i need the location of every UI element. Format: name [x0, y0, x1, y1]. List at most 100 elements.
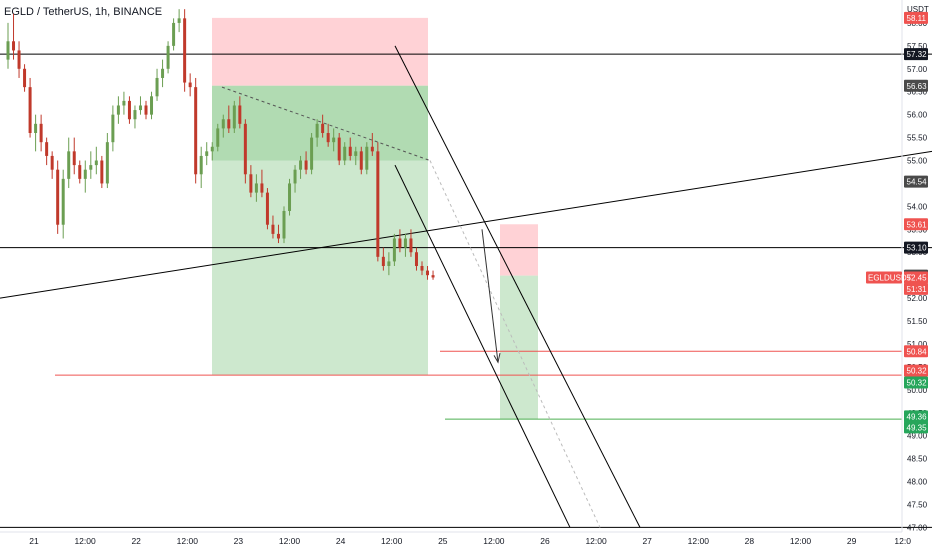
candle-body	[431, 275, 435, 278]
candle-body	[183, 18, 187, 83]
candle-body	[194, 87, 198, 175]
price-tick-label: 57.00	[907, 65, 928, 74]
candle-body	[387, 261, 391, 266]
price-tick-label: 47.50	[907, 500, 928, 509]
candle-body	[232, 105, 236, 129]
price-badge	[904, 410, 928, 423]
candle-body	[205, 151, 209, 156]
price-tick-label: 56.50	[907, 88, 928, 97]
price-badge	[904, 282, 928, 295]
candle-body	[28, 87, 32, 133]
candle-body	[282, 210, 286, 239]
candle-body	[254, 183, 258, 193]
trend-line[interactable]	[0, 150, 932, 299]
trend-line[interactable]	[394, 164, 571, 528]
filled-profit-zone	[212, 85, 428, 161]
price-badge-label: 50.32	[907, 367, 928, 376]
candle-body	[370, 146, 374, 152]
price-badge-label: 57.32	[907, 50, 928, 59]
price-badge	[904, 79, 928, 92]
candle-body	[61, 178, 65, 225]
candle-body	[17, 50, 21, 69]
arrow-head-icon	[493, 353, 501, 364]
trend-lines	[0, 45, 932, 528]
price-tick-label: 47.00	[907, 523, 928, 532]
candle-body	[315, 123, 319, 138]
candle-body	[50, 155, 54, 170]
dashed-projection	[429, 160, 601, 528]
candle-body	[56, 169, 60, 225]
candle-body	[133, 110, 137, 120]
price-tick-label: 51.50	[907, 317, 928, 326]
candle-body	[210, 146, 214, 152]
candle-body	[216, 128, 220, 147]
candle-body	[166, 45, 170, 69]
candle-body	[155, 77, 159, 97]
chart-title: EGLD / TetherUS, 1h, BINANCE	[4, 6, 163, 18]
price-badge	[904, 376, 928, 389]
time-tick-label: 12:00	[279, 536, 301, 546]
price-unit: USDT	[907, 5, 929, 14]
candle-body	[288, 183, 292, 211]
dashed-projection	[221, 86, 431, 161]
candle-body	[271, 224, 275, 234]
symbol-badge	[866, 271, 902, 284]
candle-body	[249, 174, 253, 193]
candle-body	[365, 146, 369, 170]
candle-body	[127, 100, 131, 120]
candle-body	[6, 41, 10, 60]
time-tick-label: 12:00	[790, 536, 812, 546]
time-tick-label: 29	[847, 536, 857, 546]
time-tick-label: 12:0	[894, 536, 911, 546]
candle-body	[199, 155, 203, 175]
time-axis: 21 12:00 22 12:00 23 12:00 24 12:00 25 12:00 26 12:…	[29, 536, 911, 546]
projection-arrow	[481, 229, 499, 363]
price-badges: 58.1157.3256.6354.5453.6153.1052.4952.45…	[866, 11, 928, 434]
candle-body	[299, 160, 303, 170]
stop-loss-zone	[212, 17, 428, 86]
price-badge	[904, 218, 928, 231]
time-tick-label: 12:00	[381, 536, 403, 546]
candle-body	[420, 266, 424, 271]
price-tick-label: 52.00	[907, 294, 928, 303]
candle-body	[337, 137, 341, 161]
candle-body	[34, 123, 38, 133]
time-tick-label: 12:00	[483, 536, 505, 546]
price-tick-label: 48.50	[907, 455, 928, 464]
candle-body	[398, 238, 402, 248]
candle-body	[144, 105, 148, 115]
time-tick-label: 24	[336, 536, 346, 546]
price-badge-label: 50.32	[907, 378, 928, 387]
candle-body	[122, 100, 126, 106]
price-badge	[904, 175, 928, 188]
candle-body	[100, 160, 104, 184]
candle-body	[111, 114, 115, 143]
candles	[6, 9, 435, 280]
time-tick-label: 22	[131, 536, 141, 546]
candle-body	[105, 142, 109, 184]
candle-body	[67, 151, 71, 179]
candle-body	[332, 137, 336, 143]
trend-line[interactable]	[394, 45, 641, 528]
candle-body	[238, 105, 242, 124]
candle-body	[381, 256, 385, 266]
price-badge-label: 53.61	[907, 220, 928, 229]
candle-body	[354, 151, 358, 156]
candle-body	[359, 151, 363, 170]
candle-body	[403, 238, 407, 248]
candle-body	[78, 165, 82, 179]
time-tick-label: 27	[642, 536, 652, 546]
price-badge-label: 53.10	[907, 244, 928, 253]
time-tick-label: 26	[540, 536, 550, 546]
candle-body	[221, 119, 225, 129]
price-badge	[904, 271, 928, 284]
price-badge-label: 58.11	[907, 14, 927, 23]
candle-body	[89, 165, 93, 170]
price-badge	[904, 48, 928, 61]
candle-body	[39, 123, 43, 143]
price-badge	[904, 241, 928, 254]
candle-body	[409, 238, 413, 253]
candle-body	[45, 142, 49, 156]
candle-body	[265, 192, 269, 225]
